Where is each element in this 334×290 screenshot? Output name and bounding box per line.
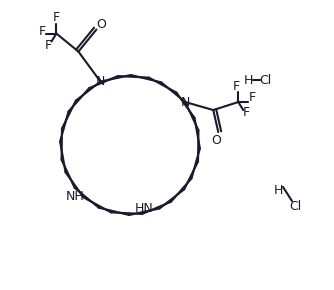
Text: HN: HN [135, 202, 154, 215]
Text: F: F [249, 90, 256, 104]
Text: O: O [97, 18, 106, 31]
Text: Cl: Cl [289, 200, 301, 213]
Text: F: F [45, 39, 52, 52]
Text: NH: NH [65, 190, 84, 203]
Text: Cl: Cl [259, 73, 271, 86]
Text: H: H [273, 184, 283, 197]
Text: F: F [233, 79, 240, 93]
Text: F: F [53, 11, 60, 24]
Text: N: N [181, 95, 190, 108]
Text: F: F [243, 106, 250, 119]
Text: F: F [39, 25, 46, 38]
Text: N: N [96, 75, 105, 88]
Text: O: O [211, 133, 221, 146]
Text: H: H [243, 73, 253, 86]
